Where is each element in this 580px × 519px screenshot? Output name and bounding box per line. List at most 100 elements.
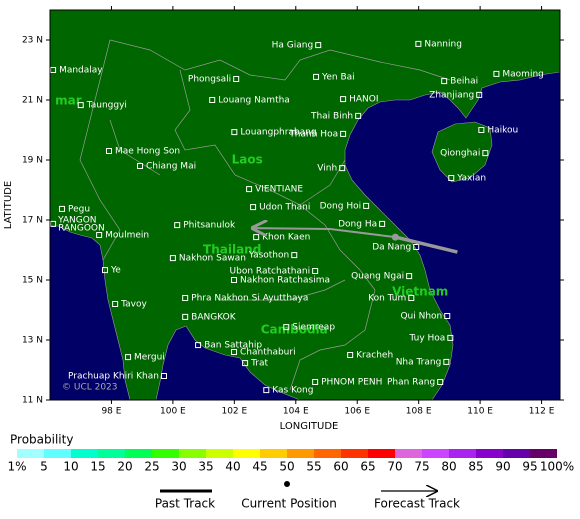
probability-swatch xyxy=(422,449,449,458)
probability-label: 100% xyxy=(540,460,574,474)
country-label: Thailand xyxy=(203,243,261,257)
x-tick-label: 98 E xyxy=(101,407,121,417)
city-marker xyxy=(406,273,413,280)
probability-swatch xyxy=(71,449,98,458)
probability-label: 10 xyxy=(63,460,78,474)
city-marker xyxy=(482,150,489,157)
y-tick-label: 21 N xyxy=(22,96,43,106)
city-label: Kas Kong xyxy=(272,386,313,396)
hainan-island xyxy=(431,121,493,183)
y-tick-label: 17 N xyxy=(22,216,43,226)
probability-label: 85 xyxy=(468,460,483,474)
probability-label: 60 xyxy=(333,460,348,474)
probability-label: 95 xyxy=(522,460,537,474)
city-marker xyxy=(443,358,450,365)
city-label: Moulmein xyxy=(105,231,149,241)
city-label: Ban Sattahip xyxy=(204,341,262,351)
city-label: Phitsanulok xyxy=(183,221,236,231)
y-tick-label: 13 N xyxy=(22,336,43,346)
city-label: Dong Hoi xyxy=(320,201,362,211)
city-marker xyxy=(182,295,189,301)
probability-swatch xyxy=(368,449,395,458)
city-marker xyxy=(476,91,483,98)
city-label: Thanh Hoa xyxy=(288,129,338,139)
probability-label: 35 xyxy=(198,460,213,474)
city-marker xyxy=(58,205,65,212)
city-marker xyxy=(174,222,181,229)
x-tick-label: 102 E xyxy=(221,407,247,417)
city-marker xyxy=(283,324,290,331)
probability-label: 5 xyxy=(40,460,48,474)
probability-swatch xyxy=(233,449,260,458)
probability-label: 1% xyxy=(7,460,26,474)
city-label: PHNOM PENH xyxy=(321,378,382,388)
city-label: Ye xyxy=(110,266,121,276)
city-label: Ubon Ratchathani xyxy=(230,267,311,277)
city-marker xyxy=(105,148,112,154)
probability-label: 25 xyxy=(144,460,159,474)
city-label: Pegu xyxy=(68,204,90,214)
map-area: mar Laos Thailand Cambodia Vietnam Ha Giang Na… xyxy=(50,10,560,400)
city-label: YANGON xyxy=(57,215,96,225)
probability-swatch xyxy=(206,449,233,458)
probability-label: 45 xyxy=(252,460,267,474)
x-tick-label: 106 E xyxy=(344,407,370,417)
probability-swatch xyxy=(17,449,44,458)
probability-label: 90 xyxy=(495,460,510,474)
probability-swatch xyxy=(179,449,206,458)
probability-swatch xyxy=(44,449,71,458)
city-label: Yen Bai xyxy=(321,72,355,82)
x-tick-label: 110 E xyxy=(467,407,493,417)
track xyxy=(255,228,458,254)
probability-swatch xyxy=(341,449,368,458)
city-marker xyxy=(355,112,362,119)
probability-label: 75 xyxy=(414,460,429,474)
city-label: RANGOON xyxy=(58,223,105,233)
city-label: Nakhon Sawan xyxy=(179,254,246,264)
city-label: Nha Trang xyxy=(396,357,442,367)
city-marker xyxy=(347,352,354,358)
city-marker xyxy=(250,204,257,211)
city-label: Yasothon xyxy=(248,251,289,261)
y-tick-label: 15 N xyxy=(22,276,43,286)
country-label: mar xyxy=(55,93,82,107)
city-marker xyxy=(448,175,455,181)
city-marker xyxy=(195,342,202,349)
city-label: Chiang Mai xyxy=(146,162,196,172)
mainland xyxy=(50,10,560,400)
city-marker xyxy=(231,277,238,283)
city-label: Mae Hong Son xyxy=(115,147,180,157)
city-marker xyxy=(101,267,108,274)
city-marker xyxy=(379,220,386,227)
city-marker xyxy=(242,360,249,367)
city-marker xyxy=(137,163,144,169)
country-label: Vietnam xyxy=(392,285,448,299)
city-marker xyxy=(125,354,132,361)
probability-swatch xyxy=(287,449,314,458)
city-label: BANGKOK xyxy=(191,312,237,322)
city-marker xyxy=(315,42,322,49)
city-label: Louang Namtha xyxy=(218,96,290,106)
current-position-icon xyxy=(284,481,290,487)
x-tick-label: 108 E xyxy=(406,407,432,417)
city-marker xyxy=(363,202,370,209)
city-label: Tuy Hoa xyxy=(409,333,446,343)
city-label: Udon Thani xyxy=(259,203,310,213)
probability-swatch xyxy=(476,449,503,458)
city-marker xyxy=(312,268,319,274)
probability-swatch xyxy=(449,449,476,458)
probability-label: 80 xyxy=(441,460,456,474)
city-label: Nanning xyxy=(424,39,462,49)
country-label: Laos xyxy=(232,153,263,167)
city-marker xyxy=(437,379,444,385)
cities: mar Laos Thailand Cambodia Vietnam Ha Giang Na… xyxy=(50,39,544,396)
city-label: Phra Nakhon Si Ayutthaya xyxy=(191,294,308,304)
city-marker xyxy=(182,313,189,320)
probability-swatch xyxy=(260,449,287,458)
city-label: Trat xyxy=(250,359,268,369)
city-label: Quang Ngai xyxy=(351,272,404,282)
key-label: Forecast Track xyxy=(374,497,460,511)
city-label: Qionghai xyxy=(440,149,480,159)
city-marker xyxy=(415,40,422,47)
